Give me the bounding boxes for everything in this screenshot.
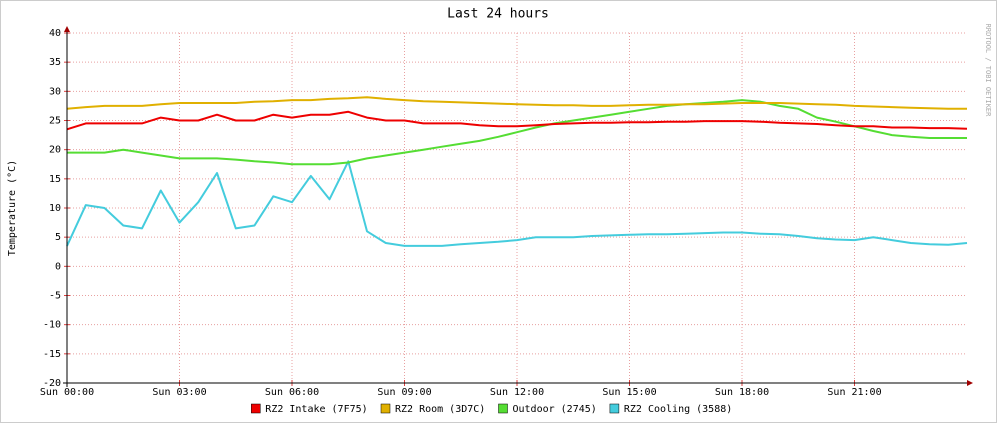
x-tick-label: Sun 18:00	[715, 387, 769, 398]
x-arrow	[967, 380, 973, 386]
x-tick-label: Sun 09:00	[377, 387, 431, 398]
y-tick-label: -20	[43, 378, 61, 389]
chart-title: Last 24 hours	[447, 7, 549, 22]
y-tick-label: 5	[55, 232, 61, 243]
y-tick-label: 15	[49, 174, 61, 185]
legend-label: RZ2 Room (3D7C)	[395, 404, 485, 415]
y-tick-label: -5	[49, 291, 61, 302]
y-tick-label: 0	[55, 261, 61, 272]
series-line	[66, 160, 968, 247]
legend-swatch	[251, 403, 261, 414]
legend-swatch	[380, 403, 391, 414]
series-line	[67, 99, 967, 166]
lines	[66, 96, 968, 247]
legend-swatch	[498, 403, 508, 414]
x-tick-label: Sun 15:00	[602, 387, 656, 398]
y-tick-label: -10	[43, 320, 61, 331]
series-line	[66, 110, 968, 131]
y-axis-label: Temperature (°C)	[7, 160, 18, 256]
x-tick-label: Sun 00:00	[40, 387, 94, 398]
y-tick-label: 35	[49, 57, 61, 68]
y-tick-label: 20	[49, 145, 61, 156]
y-tick-label: 10	[49, 203, 61, 214]
x-tick-label: Sun 12:00	[490, 387, 544, 398]
legend-label: RZ2 Intake (7F75)	[265, 404, 367, 415]
legend-label: RZ2 Cooling (3588)	[624, 404, 732, 415]
y-tick-label: 30	[49, 86, 61, 97]
legend-label: Outdoor (2745)	[513, 404, 597, 415]
x-tick-label: Sun 06:00	[265, 387, 319, 398]
y-arrow	[64, 26, 70, 32]
legend: RZ2 Intake (7F75) RZ2 Room (3D7C) Outdoor …	[251, 403, 732, 415]
grid	[64, 32, 967, 386]
legend-swatch	[609, 403, 620, 414]
watermark: RRDTOOL / TOBI OETIKER	[984, 24, 992, 118]
y-tick-label: 25	[49, 116, 61, 127]
x-tick-label: Sun 21:00	[827, 387, 881, 398]
series-line	[66, 96, 967, 110]
y-tick-label: 40	[49, 28, 61, 39]
y-tick-label: -15	[43, 349, 61, 360]
x-tick-label: Sun 03:00	[152, 387, 206, 398]
